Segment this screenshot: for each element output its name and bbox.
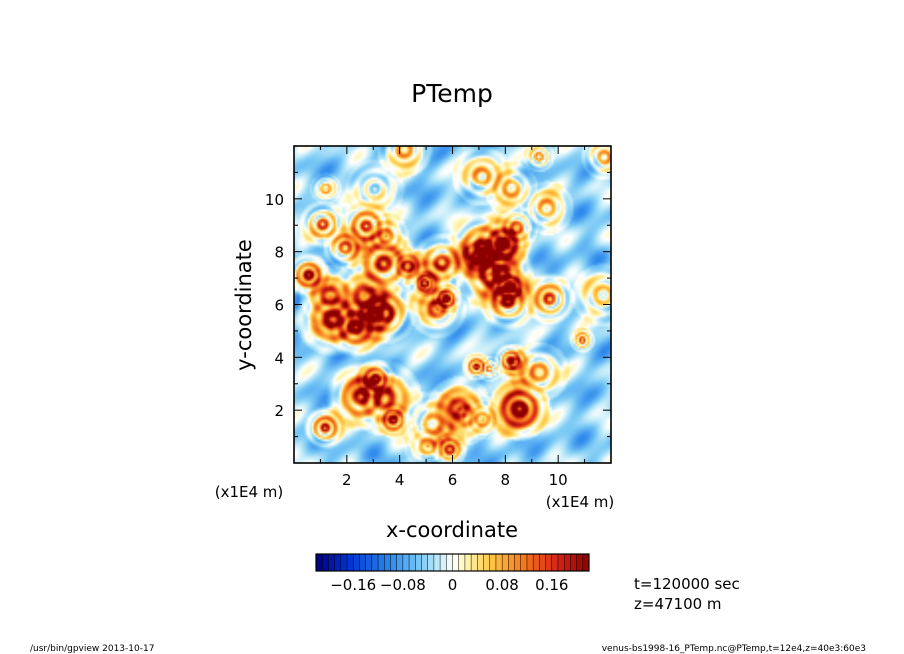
colorbar-level [576, 554, 584, 571]
colorbar-level [322, 554, 329, 571]
y-axis: 2 4 6 8 10 [265, 171, 611, 438]
x-tick-label: 4 [395, 471, 405, 489]
colorbar-level [440, 554, 447, 571]
colorbar-level [508, 554, 515, 571]
colorbar-level [427, 554, 435, 571]
colorbar-tick-label: −0.16 [330, 576, 376, 594]
colorbar-level [545, 554, 553, 571]
footer-source: venus-bs1998-16_PTemp.nc@PTemp,t=12e4,z=… [602, 644, 866, 654]
colorbar-level [570, 554, 577, 571]
colorbar-level [489, 554, 497, 571]
colorbar-level [452, 554, 460, 571]
colorbar-level [526, 554, 534, 571]
y-tick-label: 2 [274, 402, 284, 420]
colorbar-level [471, 554, 478, 571]
colorbar-level [483, 554, 491, 571]
colorbar-level [464, 554, 472, 571]
colorbar-level [334, 554, 342, 571]
colorbar-tick-label: 0 [448, 576, 458, 594]
colorbar-level [557, 554, 565, 571]
colorbar-level [421, 554, 429, 571]
colorbar-tick-label: 0.08 [485, 576, 518, 594]
y-tick-label: 10 [265, 191, 284, 209]
x-tick-label: 6 [448, 471, 458, 489]
colorbar-level [328, 554, 336, 571]
colorbar-level [458, 554, 466, 571]
colorbar-ticks: −0.16 −0.08 0 0.08 0.16 [330, 576, 568, 594]
colorbar-level [564, 554, 571, 571]
colorbar-level [347, 554, 354, 571]
colorbar-level [433, 554, 441, 571]
colorbar-level [477, 554, 484, 571]
colorbar-tick-label: −0.08 [380, 576, 426, 594]
colorbar-frame [315, 553, 590, 572]
colorbar-level [495, 554, 503, 571]
footer-program: /usr/bin/gpview 2013-10-17 [30, 644, 154, 654]
colorbar-level [396, 554, 404, 571]
colorbar-tick-label: 0.16 [535, 576, 568, 594]
colorbar-level [378, 554, 385, 571]
colorbar-level [384, 554, 391, 571]
colorbar-level [390, 554, 398, 571]
y-tick-label: 4 [274, 349, 284, 367]
colorbar-level [340, 554, 348, 571]
colorbar-level [533, 554, 540, 571]
colorbar-level [415, 554, 422, 571]
heatmap-field [294, 146, 611, 463]
colorbar-level [402, 554, 410, 571]
x-unit-label: (x1E4 m) [546, 493, 615, 511]
x-tick-label: 10 [549, 471, 568, 489]
colorbar-level [520, 554, 528, 571]
chart-title: PTemp [411, 79, 493, 108]
colorbar-level [365, 554, 373, 571]
heatmap-image [294, 146, 611, 463]
time-label: t=120000 sec [634, 575, 740, 593]
colorbar-level [316, 554, 323, 571]
x-axis: 2 4 6 8 10 [319, 146, 586, 489]
y-unit-label: (x1E4 m) [215, 483, 284, 501]
x-axis-label: x-coordinate [386, 518, 518, 542]
y-tick-label: 8 [274, 244, 284, 262]
colorbar-level [582, 554, 590, 571]
level-label: z=47100 m [634, 595, 722, 613]
x-tick-label: 2 [342, 471, 352, 489]
colorbar-level [539, 554, 546, 571]
x-tick-label: 8 [501, 471, 511, 489]
colorbar-level [353, 554, 360, 571]
colorbar-level [409, 554, 416, 571]
y-tick-label: 6 [274, 297, 284, 315]
colorbar-level [446, 554, 453, 571]
colorbar-level [551, 554, 559, 571]
y-axis-label: y-coordinate [232, 239, 256, 371]
colorbar-level [514, 554, 522, 571]
colorbar-level [502, 554, 509, 571]
colorbar-level [359, 554, 367, 571]
colorbar [315, 553, 590, 572]
colorbar-level [371, 554, 379, 571]
